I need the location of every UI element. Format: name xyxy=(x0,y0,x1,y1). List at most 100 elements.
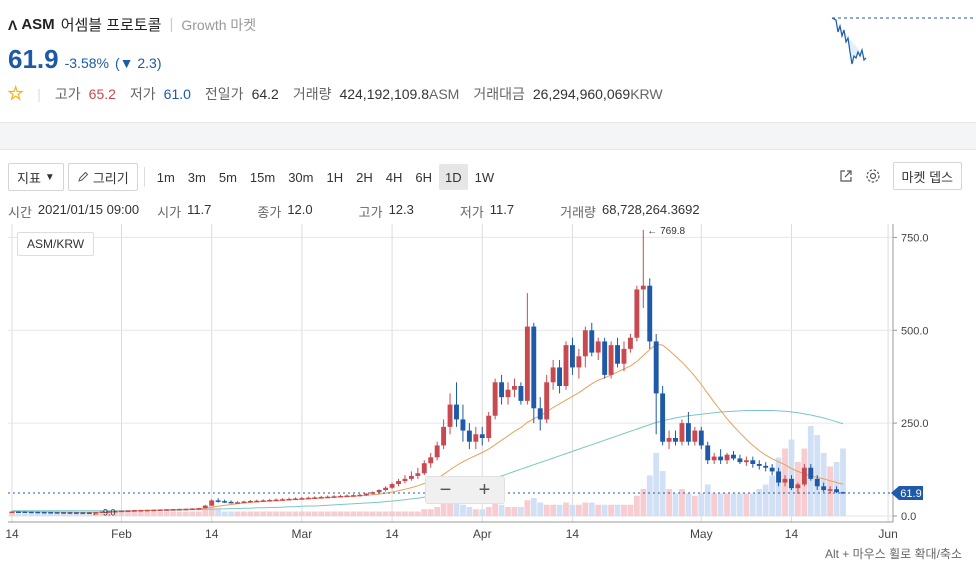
stats-row: ★ | 고가 65.2 저가 61.0 전일가 64.2 거래량 424,192… xyxy=(7,83,663,104)
candle-body xyxy=(531,326,537,409)
candle-body xyxy=(743,460,749,463)
mini-sparkline xyxy=(831,17,976,65)
volume-bar xyxy=(691,495,698,516)
interval-1m[interactable]: 1m xyxy=(156,169,175,185)
zoom-control: − + xyxy=(425,476,505,504)
indicator-button[interactable]: 지표 ▼ xyxy=(8,163,64,191)
close-label: 종가 xyxy=(257,205,282,220)
min-price-annotation: ← 9.0 xyxy=(92,508,116,518)
candle-body xyxy=(54,512,60,514)
zoom-out-button[interactable]: − xyxy=(439,478,452,501)
candle-body xyxy=(814,478,820,487)
candle-body xyxy=(460,419,466,431)
interval-1w[interactable]: 1W xyxy=(474,169,495,185)
trade-amount-unit: KRW xyxy=(630,86,663,102)
candle-body xyxy=(421,463,427,474)
volume-bar xyxy=(414,511,421,516)
volume-bar xyxy=(137,511,144,516)
gear-icon[interactable] xyxy=(865,168,881,184)
candle-body xyxy=(454,404,459,420)
volume-bar xyxy=(208,504,215,516)
candle-body xyxy=(164,509,170,511)
volume-bar xyxy=(34,513,41,516)
volume-bar xyxy=(762,484,769,516)
volume-bar xyxy=(215,509,222,516)
candle-body xyxy=(441,426,447,446)
zoom-in-button[interactable]: + xyxy=(478,478,491,501)
candle-body xyxy=(305,497,311,500)
candle-body xyxy=(557,367,563,386)
candle-body xyxy=(582,330,588,357)
interval-selector: 1m 3m 5m 15m 30m 1H 2H 4H 6H 1D 1W xyxy=(151,164,500,190)
volume-bar xyxy=(440,502,447,516)
candle-body xyxy=(402,478,408,482)
candle-body xyxy=(215,500,221,502)
ticker-korean-name: 어셈블 프로토콜 xyxy=(60,17,162,34)
candle-body xyxy=(718,456,724,461)
candle-body xyxy=(170,509,176,511)
interval-30m[interactable]: 30m xyxy=(288,169,314,185)
interval-6h[interactable]: 6H xyxy=(415,169,432,185)
volume-bar xyxy=(79,513,86,516)
volume-bar xyxy=(318,511,325,516)
candle-body xyxy=(67,512,73,514)
candle-body xyxy=(189,508,195,510)
low-label: 저가 xyxy=(129,86,156,102)
volume-value: 424,192,109.8 xyxy=(339,86,429,102)
favorite-star-icon[interactable]: ★ xyxy=(7,83,24,103)
candle-body xyxy=(447,404,453,427)
volume-bar xyxy=(537,502,544,516)
interval-15m[interactable]: 15m xyxy=(249,169,276,185)
candle-body xyxy=(769,467,775,472)
change-absolute: (▼ 2.3) xyxy=(114,55,162,71)
interval-4h[interactable]: 4H xyxy=(385,169,403,185)
volume-bar xyxy=(376,511,383,516)
market-depth-button[interactable]: 마켓 뎁스 xyxy=(892,162,962,190)
volume-bar xyxy=(472,509,479,516)
interval-2h[interactable]: 2H xyxy=(356,169,373,185)
candle-body xyxy=(312,497,318,499)
time-value: 2021/01/15 09:00 xyxy=(37,202,140,217)
candle-body xyxy=(608,345,614,375)
volume-bar xyxy=(228,511,234,516)
interval-1h[interactable]: 1H xyxy=(326,169,344,185)
volume-bar xyxy=(575,504,582,516)
volume-bar xyxy=(672,493,679,516)
interval-1d[interactable]: 1D xyxy=(439,164,468,190)
candle-body xyxy=(569,345,575,368)
volume-bar xyxy=(408,511,415,516)
candle-body xyxy=(48,512,54,514)
market-label: Growth 마켓 xyxy=(181,16,257,33)
volume-bar xyxy=(86,513,93,516)
candle-body xyxy=(737,458,743,463)
candle-body xyxy=(376,490,382,493)
change-percent: -3.58% xyxy=(64,55,109,71)
candle-body xyxy=(801,467,807,485)
market-depth-label: 마켓 뎁스 xyxy=(901,169,953,185)
volume-bar xyxy=(711,493,718,516)
interval-5m[interactable]: 5m xyxy=(218,169,237,185)
popout-icon[interactable] xyxy=(839,169,853,183)
draw-button[interactable]: 그리기 xyxy=(67,163,138,191)
candle-body xyxy=(131,510,137,512)
volume-bar xyxy=(67,513,73,516)
volume-bar xyxy=(427,509,434,516)
price-chart[interactable]: 14 Feb 14 Mar 14 Apr 14 May 14 Jun 0.0 250.0 500.0 75… xyxy=(0,216,976,546)
candle-body xyxy=(35,511,41,514)
volume-bar xyxy=(118,511,125,516)
candle-body xyxy=(157,509,163,511)
candle-body xyxy=(22,511,28,514)
title-divider: | xyxy=(169,16,174,33)
candle-body xyxy=(782,478,788,483)
volume-bar xyxy=(389,511,395,516)
candle-body xyxy=(228,501,234,504)
candle-body xyxy=(267,500,273,502)
candle-body xyxy=(563,345,569,386)
volume-bar xyxy=(666,489,672,516)
volume-bar xyxy=(775,457,782,516)
volume-bar xyxy=(569,504,576,516)
interval-3m[interactable]: 3m xyxy=(187,169,206,185)
volume-bar xyxy=(698,493,705,516)
ticker-symbol: ASM xyxy=(21,16,55,33)
candle-body xyxy=(434,445,440,458)
